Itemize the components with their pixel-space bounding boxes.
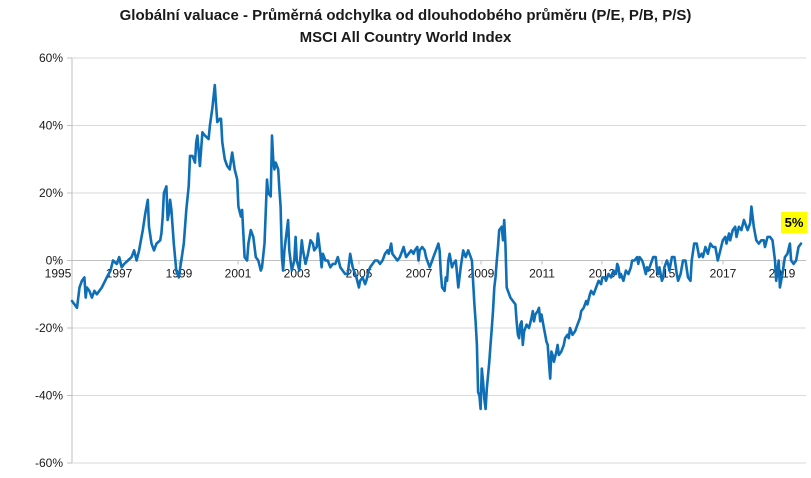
x-tick-label-7: 2009 bbox=[468, 267, 495, 281]
y-tick-label-2: 20% bbox=[39, 186, 63, 200]
chart-title: Globální valuace - Průměrná odchylka od … bbox=[119, 7, 692, 24]
x-tick-label-0: 1995 bbox=[45, 267, 72, 281]
x-tick-label-9: 2013 bbox=[589, 267, 616, 281]
y-tick-label-1: 40% bbox=[39, 119, 63, 133]
x-tick-label-3: 2001 bbox=[225, 267, 252, 281]
y-axis-ticks: 60% 40% 20% 0% -20% -40% -60% bbox=[35, 51, 72, 470]
last-value-annotation: 5% bbox=[781, 212, 807, 233]
y-tick-label-5: -40% bbox=[35, 389, 63, 403]
x-tick-label-4: 2003 bbox=[284, 267, 311, 281]
x-tick-label-8: 2011 bbox=[529, 267, 555, 281]
annotation-label: 5% bbox=[785, 215, 804, 230]
x-tick-label-6: 2007 bbox=[406, 267, 433, 281]
annotation-badge bbox=[781, 212, 807, 233]
series-line bbox=[70, 83, 803, 411]
x-tick-label-11: 2017 bbox=[710, 267, 737, 281]
x-tick-label-1: 1997 bbox=[106, 267, 133, 281]
chart-subtitle: MSCI All Country World Index bbox=[299, 29, 512, 46]
y-tick-label-6: -60% bbox=[35, 456, 63, 470]
y-tick-label-4: -20% bbox=[35, 321, 63, 335]
y-tick-label-3: 0% bbox=[46, 254, 64, 268]
y-tick-label-0: 60% bbox=[39, 51, 63, 65]
